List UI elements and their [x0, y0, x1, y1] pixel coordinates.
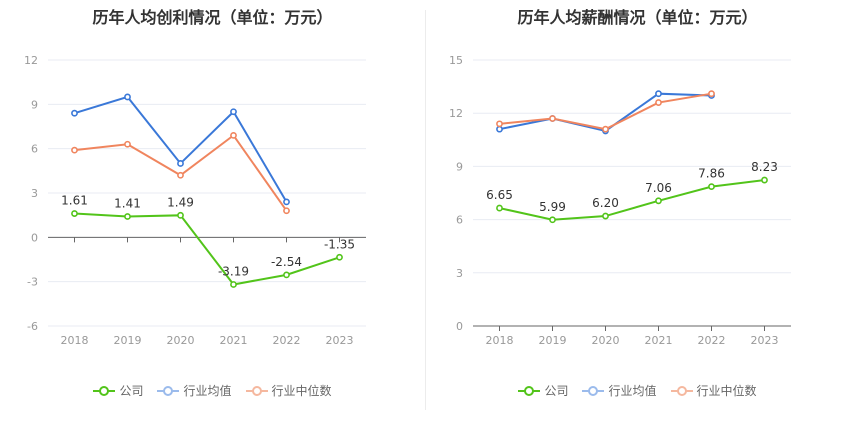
data-point: [655, 197, 662, 205]
data-label: 6.65: [486, 188, 513, 202]
legend-item-industry-median[interactable]: 行业中位数: [245, 382, 332, 399]
y-tick-label: 9: [456, 160, 463, 173]
legend-label: 行业中位数: [271, 384, 332, 398]
data-point: [655, 99, 662, 106]
legend-item-industry-mean[interactable]: 行业均值: [157, 382, 232, 399]
y-tick-label: 3: [31, 187, 38, 200]
x-tick-label: 2022: [698, 334, 726, 347]
series-line: [74, 212, 340, 286]
data-point: [496, 120, 503, 128]
data-point: [177, 211, 184, 219]
data-label: -2.54: [271, 255, 302, 269]
data-label: 7.86: [698, 167, 725, 181]
x-tick-label: 2018: [61, 334, 89, 347]
data-point: [283, 271, 290, 279]
data-label: -3.19: [218, 264, 249, 278]
legend-line-icon: [157, 385, 180, 396]
series-line: [499, 179, 765, 221]
data-point: [177, 160, 184, 167]
x-tick-label: 2022: [273, 334, 301, 347]
chart-title: 历年人均创利情况（单位：万元）: [92, 8, 333, 27]
data-point: [71, 109, 78, 117]
data-point: [124, 93, 131, 101]
legend-line-icon: [582, 385, 605, 396]
legend-label: 行业中位数: [696, 384, 757, 398]
data-point: [708, 90, 715, 98]
salary-line-chart: 15 12 9 6 3 0 2018 2019 2020 2021 2022 2023 6.65 5.99…: [449, 54, 791, 347]
legend-item-industry-mean[interactable]: 行业均值: [582, 382, 657, 399]
y-tick-label: -6: [27, 320, 38, 333]
data-point: [71, 146, 78, 154]
legend-label: 公司: [544, 384, 569, 398]
chart-panel-profit: 历年人均创利情况（单位：万元） 12 9 6 3 0 -3 -6 2018 2019 2020 20…: [0, 8, 425, 399]
data-point: [177, 171, 184, 179]
y-tick-label: 15: [449, 54, 463, 67]
y-tick-label: 12: [449, 107, 463, 120]
series-line: [499, 92, 712, 131]
y-tick-label: 3: [456, 267, 463, 280]
legend-item-company[interactable]: 公司: [518, 382, 568, 399]
data-label: 1.49: [167, 195, 194, 209]
legend-line-icon: [93, 385, 116, 396]
data-point: [549, 216, 556, 224]
y-tick-label: 0: [456, 320, 463, 333]
x-tick-label: 2019: [114, 334, 142, 347]
legend-line-icon: [518, 385, 541, 396]
y-tick-label: 6: [456, 214, 463, 227]
y-tick-label: 0: [31, 231, 38, 244]
data-point: [602, 125, 609, 133]
x-tick-label: 2019: [539, 334, 567, 347]
x-tick-label: 2018: [486, 334, 514, 347]
y-tick-label: -3: [27, 276, 38, 289]
data-point: [549, 115, 556, 122]
legend: 公司 行业均值 行业中位数: [0, 382, 425, 399]
data-point: [283, 207, 290, 215]
data-point: [602, 212, 609, 220]
legend: 公司 行业均值 行业中位数: [425, 382, 850, 399]
y-tick-label: 9: [31, 98, 38, 111]
legend-item-company[interactable]: 公司: [93, 382, 143, 399]
y-tick-label: 12: [24, 54, 38, 67]
data-point: [124, 140, 131, 148]
data-point: [230, 108, 237, 116]
data-point: [655, 90, 662, 98]
panel-divider: [425, 10, 426, 410]
x-tick-label: 2023: [751, 334, 779, 347]
data-point: [761, 176, 768, 184]
legend-label: 公司: [119, 384, 144, 398]
series-line: [74, 95, 288, 203]
legend-label: 行业均值: [608, 384, 657, 398]
data-label: 6.20: [592, 196, 619, 210]
data-point: [230, 281, 237, 288]
x-tick-label: 2023: [326, 334, 354, 347]
profit-line-chart: 12 9 6 3 0 -3 -6 2018 2019 2020 2021 2022 2023 1.61 1.…: [24, 54, 366, 347]
chart-title: 历年人均薪酬情况（单位：万元）: [517, 8, 758, 27]
legend-item-industry-median[interactable]: 行业中位数: [670, 382, 757, 399]
data-point: [496, 204, 503, 212]
data-point: [708, 183, 715, 191]
data-label: 1.41: [114, 196, 141, 210]
legend-label: 行业均值: [183, 384, 232, 398]
legend-line-icon: [245, 385, 268, 396]
chart-panel-salary: 历年人均薪酬情况（单位：万元） 15 12 9 6 3 0 2018 2019 2020 2021…: [425, 0, 850, 437]
data-label: 7.06: [645, 181, 672, 195]
data-point: [336, 253, 343, 261]
x-tick-label: 2020: [167, 334, 195, 347]
y-tick-label: 6: [31, 143, 38, 156]
data-label: 5.99: [539, 200, 566, 214]
data-point: [496, 125, 503, 133]
data-label: 8.23: [751, 160, 778, 174]
data-point: [230, 131, 237, 139]
x-tick-label: 2020: [592, 334, 620, 347]
data-label: -1.35: [324, 237, 355, 251]
data-label: 1.61: [61, 194, 88, 208]
data-point: [71, 210, 78, 217]
x-tick-label: 2021: [645, 334, 673, 347]
legend-line-icon: [670, 385, 693, 396]
data-point: [124, 213, 131, 220]
x-tick-label: 2021: [220, 334, 248, 347]
data-point: [283, 198, 290, 206]
